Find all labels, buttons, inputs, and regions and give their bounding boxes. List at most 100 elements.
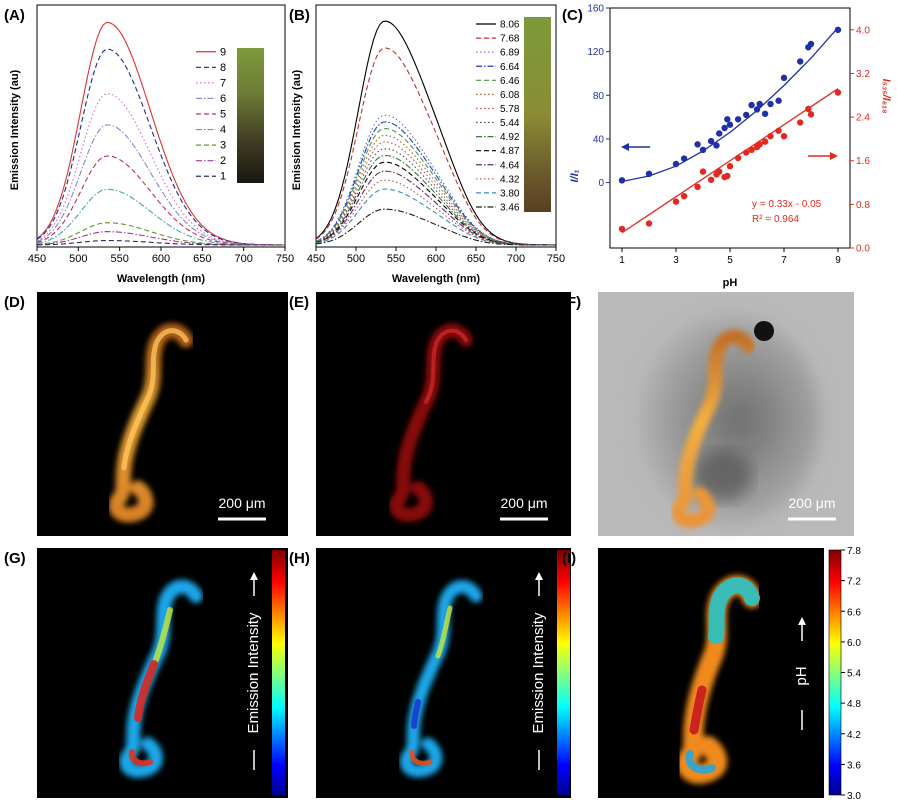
colorbar-tick-label-i: 4.8 <box>847 699 861 710</box>
panel-label-d: (D) <box>4 294 25 311</box>
x-axis-label-c: pH <box>723 277 738 289</box>
legend-label: 7.68 <box>500 34 520 45</box>
x-tick-label: 450 <box>28 253 46 265</box>
legend-label: 7 <box>220 77 226 89</box>
legend-label: 5 <box>220 109 226 121</box>
legend-label: 8 <box>220 62 226 74</box>
spectrum-line-b-3_46 <box>315 208 556 246</box>
spectrum-line-a-1 <box>36 239 285 246</box>
data-point-blue <box>726 121 734 128</box>
x-axis-label-a: Wavelength (nm) <box>117 273 206 285</box>
data-point-blue <box>713 142 720 149</box>
colorbar-tick-label-i: 6.6 <box>847 607 861 618</box>
fit-r-squared: R² = 0.964 <box>752 214 799 225</box>
data-point-blue <box>734 116 742 123</box>
panel-d: (D) 200 μm <box>4 292 288 536</box>
x-tick-label: 500 <box>69 253 87 265</box>
fit-equation: y = 0.33x - 0.05 <box>752 199 822 210</box>
data-point-red <box>645 220 653 227</box>
data-point-blue <box>775 97 782 104</box>
data-point-blue <box>807 40 815 48</box>
x-tick-label-c: 7 <box>781 255 787 266</box>
legend-label: 3.46 <box>500 202 520 213</box>
series-group-a <box>36 21 286 246</box>
data-point-red <box>716 168 723 175</box>
color-swatch-strip-a <box>237 48 264 183</box>
panel-label-a: (A) <box>4 7 25 24</box>
x-tick-label: 600 <box>427 253 445 265</box>
data-point-blue <box>756 100 763 108</box>
data-point-blue <box>834 26 842 34</box>
panel-h: (H) Emission Intensity <box>289 548 571 798</box>
legend-label: 8.06 <box>500 20 520 31</box>
data-point-red <box>618 225 626 233</box>
scale-bar-label-d: 200 μm <box>219 495 266 511</box>
panel-label-c: (C) <box>562 7 583 24</box>
right-tick-label-c: 3.2 <box>856 69 870 80</box>
scale-bar-label-e: 200 μm <box>501 495 548 511</box>
legend-label: 6.89 <box>500 48 520 59</box>
colorbar-tick-label-i: 6.0 <box>847 638 861 649</box>
right-tick-label-c: 0.8 <box>856 200 870 211</box>
data-point-blue <box>753 106 761 113</box>
panel-e: (E) 200 μm <box>289 292 571 536</box>
data-point-blue <box>680 155 688 162</box>
colorbar-tick-label-i: 7.8 <box>847 546 861 557</box>
x-tick-label: 700 <box>507 253 525 265</box>
x-tick-label-c: 9 <box>835 255 841 266</box>
data-point-blue <box>707 137 715 145</box>
data-point-red <box>756 141 763 148</box>
image-frame-h <box>316 548 571 798</box>
x-tick-label: 650 <box>193 253 211 265</box>
legend-label: 3 <box>220 140 226 152</box>
legend-a: 9 8 7 6 5 4 3 2 1 <box>196 46 226 183</box>
data-point-blue <box>780 74 788 82</box>
colorbar-label-h: Emission Intensity <box>530 612 547 733</box>
data-point-red <box>707 176 715 184</box>
colorbar-i <box>828 549 842 796</box>
panel-label-f: (F) <box>562 294 581 311</box>
legend-label: 4.92 <box>500 132 520 143</box>
y-axis-label-b: Emission Intensity (au) <box>291 69 303 190</box>
larva-gut-fluorescence-e <box>389 323 473 522</box>
spectrum-line-b-5_78 <box>315 141 556 246</box>
data-point-red <box>734 154 742 162</box>
legend-label: 6.08 <box>500 90 520 101</box>
colorbar-arrow-head-i <box>798 617 806 625</box>
color-swatch-strip-b <box>524 17 551 212</box>
data-point-blue <box>645 170 653 178</box>
data-point-red <box>805 105 812 113</box>
colorbar-tick-label-i: 5.4 <box>847 669 861 680</box>
larva-gut-fluorescence-d <box>108 323 194 523</box>
x-tick-label: 550 <box>110 253 128 265</box>
panel-label-b: (B) <box>289 7 310 24</box>
panel-a: (A) 450 500 550 600 650 700 750 Wavelength (nm… <box>4 4 294 285</box>
panel-label-e: (E) <box>289 294 309 311</box>
left-axis-label-c: I/I₁ <box>569 169 581 182</box>
spectrum-line-b-6_46 <box>315 128 556 246</box>
left-tick-label-c: 160 <box>587 4 604 15</box>
legend-label: 5.78 <box>500 104 520 115</box>
data-point-red <box>672 198 680 205</box>
colorbar-ticks-i: 7.8 7.2 6.6 6.0 5.4 4.8 4.2 3.6 3.0 <box>841 546 861 802</box>
spectrum-line-b-7_68 <box>315 47 557 246</box>
x-tick-label: 650 <box>467 253 485 265</box>
spectrum-line-a-2 <box>36 231 285 246</box>
colorbar-label-i: pH <box>793 666 810 685</box>
colorbar-g <box>272 550 285 795</box>
spectrum-line-b-3_80 <box>315 188 556 246</box>
larva-gut-heatmap-i <box>676 575 762 784</box>
data-point-red <box>680 192 688 200</box>
right-axis-label-c: I₅₃₅/I₆₁₈ <box>880 79 892 114</box>
fit-curve-blue <box>621 27 839 183</box>
data-point-red <box>834 89 842 96</box>
colorbar-arrow-head-h <box>535 572 543 580</box>
x-tick-label: 750 <box>547 253 565 265</box>
spectrum-line-b-4_87 <box>315 161 556 246</box>
data-point-red <box>726 162 734 170</box>
colorbar-arrow-head-g <box>250 572 258 580</box>
arrow-left-blue <box>621 143 650 151</box>
larva-dark-region <box>692 450 752 502</box>
panel-label-g: (G) <box>4 550 26 567</box>
x-tick-label: 600 <box>152 253 170 265</box>
